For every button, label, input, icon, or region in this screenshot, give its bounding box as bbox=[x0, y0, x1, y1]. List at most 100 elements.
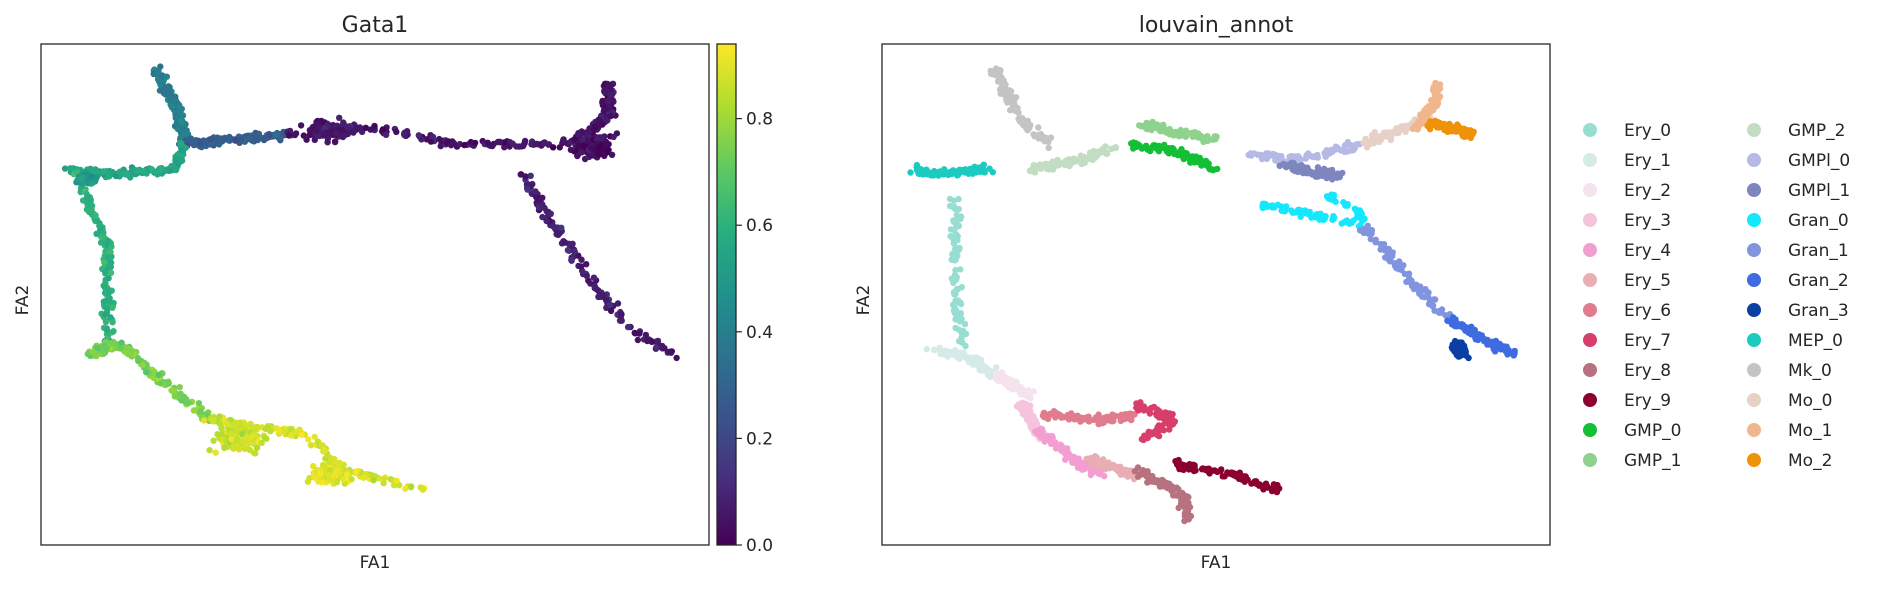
gata1-cell-point bbox=[575, 130, 582, 137]
gata1-cell-point bbox=[360, 474, 367, 481]
gata1-cell-point bbox=[658, 342, 666, 350]
legend-label: GMPl_1 bbox=[1788, 181, 1850, 201]
legend-item: MEP_0 bbox=[1747, 331, 1843, 351]
gata1-cell-point bbox=[177, 390, 184, 397]
louvain-cell-point bbox=[1021, 412, 1029, 419]
louvain-cell-point bbox=[1297, 156, 1304, 163]
gata1-cell-point bbox=[78, 174, 85, 181]
gata1-cell-point bbox=[567, 146, 575, 154]
louvain-cell-point bbox=[1309, 171, 1316, 178]
louvain-cell-point bbox=[1077, 152, 1085, 159]
gata1-cell-point bbox=[287, 425, 294, 433]
louvain-cell-point bbox=[1278, 153, 1285, 160]
gata1-cell-point bbox=[307, 442, 315, 449]
louvain-cell-point bbox=[1313, 168, 1321, 175]
gata1-ylabel: FA2 bbox=[13, 285, 33, 316]
louvain-cell-point bbox=[1145, 120, 1152, 127]
gata1-cell-point bbox=[539, 201, 546, 208]
gata1-cell-point bbox=[216, 413, 223, 420]
louvain-cell-point bbox=[1149, 472, 1156, 480]
louvain-cell-point bbox=[1214, 165, 1221, 173]
gata1-cell-point bbox=[303, 136, 310, 143]
louvain-cell-point bbox=[996, 73, 1003, 81]
louvain-cell-point bbox=[1102, 463, 1109, 470]
louvain-cell-point bbox=[1292, 209, 1299, 216]
louvain-cell-point bbox=[1312, 213, 1319, 221]
louvain-cell-point bbox=[1392, 261, 1400, 268]
gata1-cell-point bbox=[83, 206, 91, 213]
gata1-cell-point bbox=[521, 137, 529, 145]
gata1-cell-point bbox=[287, 432, 295, 439]
louvain-cell-point bbox=[1038, 425, 1046, 433]
gata1-cell-point bbox=[335, 469, 342, 476]
louvain-cell-point bbox=[1153, 121, 1160, 129]
legend-item: Gran_2 bbox=[1747, 271, 1849, 291]
louvain-cell-point bbox=[1435, 124, 1442, 131]
louvain-cell-point bbox=[1019, 387, 1026, 394]
louvain-cell-point bbox=[1270, 481, 1278, 488]
louvain-cell-point bbox=[1037, 130, 1045, 138]
gata1-cell-point bbox=[624, 323, 632, 331]
gata1-points bbox=[61, 63, 680, 493]
louvain-cell-point bbox=[984, 366, 991, 373]
gata1-cell-point bbox=[532, 188, 539, 195]
louvain-cell-point bbox=[1429, 96, 1437, 104]
gata1-cell-point bbox=[102, 270, 109, 277]
louvain-cell-point bbox=[1302, 210, 1310, 217]
gata1-cell-point bbox=[250, 138, 258, 145]
gata1-cell-point bbox=[158, 79, 166, 86]
louvain-cell-point bbox=[1329, 216, 1336, 223]
louvain-cell-point bbox=[1157, 144, 1164, 152]
legend-marker bbox=[1747, 453, 1761, 467]
legend-item: Gran_1 bbox=[1747, 241, 1849, 261]
louvain-cell-point bbox=[1046, 410, 1053, 418]
legend-label: MEP_0 bbox=[1788, 331, 1843, 351]
gata1-cell-point bbox=[606, 301, 614, 308]
gata1-cell-point bbox=[293, 428, 300, 436]
gata1-cell-point bbox=[224, 420, 231, 428]
gata1-cell-point bbox=[370, 477, 377, 484]
legend-item: Ery_3 bbox=[1583, 211, 1671, 231]
louvain-cell-point bbox=[1055, 159, 1063, 166]
gata1-cell-point bbox=[190, 407, 198, 414]
legend-item: Mo_1 bbox=[1747, 421, 1832, 441]
louvain-cell-point bbox=[1060, 414, 1068, 421]
gata1-cell-point bbox=[88, 173, 95, 180]
legend-label: Ery_1 bbox=[1624, 151, 1671, 171]
louvain-cell-point bbox=[1157, 478, 1164, 485]
louvain-cell-point bbox=[1466, 329, 1473, 337]
louvain-cell-point bbox=[953, 218, 960, 225]
gata1-cell-point bbox=[524, 186, 531, 193]
louvain-cell-point bbox=[1171, 418, 1179, 425]
louvain-cell-point bbox=[1211, 467, 1219, 474]
gata1-cell-point bbox=[549, 144, 557, 151]
louvain-cell-point bbox=[1488, 341, 1495, 349]
louvain-cell-point bbox=[1085, 413, 1092, 420]
legend-marker bbox=[1583, 333, 1597, 347]
gata1-cell-point bbox=[543, 217, 550, 225]
legend-item: GMP_1 bbox=[1583, 451, 1681, 471]
gata1-cell-point bbox=[401, 131, 408, 139]
gata1-cell-point bbox=[197, 408, 204, 415]
gata1-cell-point bbox=[602, 116, 609, 124]
louvain-cell-point bbox=[1381, 247, 1389, 254]
legend-item: Gran_0 bbox=[1747, 211, 1849, 231]
louvain-cell-point bbox=[950, 204, 958, 211]
louvain-cell-point bbox=[937, 350, 944, 358]
louvain-cell-point bbox=[1047, 134, 1055, 141]
louvain-cell-point bbox=[1271, 204, 1278, 211]
gata1-cell-point bbox=[518, 143, 526, 150]
gata1-cell-point bbox=[614, 300, 622, 307]
gata1-cell-point bbox=[105, 275, 112, 282]
gata1-cell-point bbox=[100, 229, 107, 236]
louvain-cell-point bbox=[1241, 475, 1248, 482]
gata1-cell-point bbox=[345, 124, 352, 131]
colorbar-tick-label: 0.8 bbox=[746, 110, 773, 130]
louvain-cell-point bbox=[1328, 146, 1335, 154]
louvain-cell-point bbox=[1387, 130, 1395, 137]
gata1-cell-point bbox=[233, 437, 240, 444]
gata1-cell-point bbox=[336, 114, 343, 122]
gata1-cell-point bbox=[112, 172, 120, 180]
legend-label: GMP_2 bbox=[1788, 121, 1845, 141]
gata1-xlabel: FA1 bbox=[360, 553, 391, 573]
